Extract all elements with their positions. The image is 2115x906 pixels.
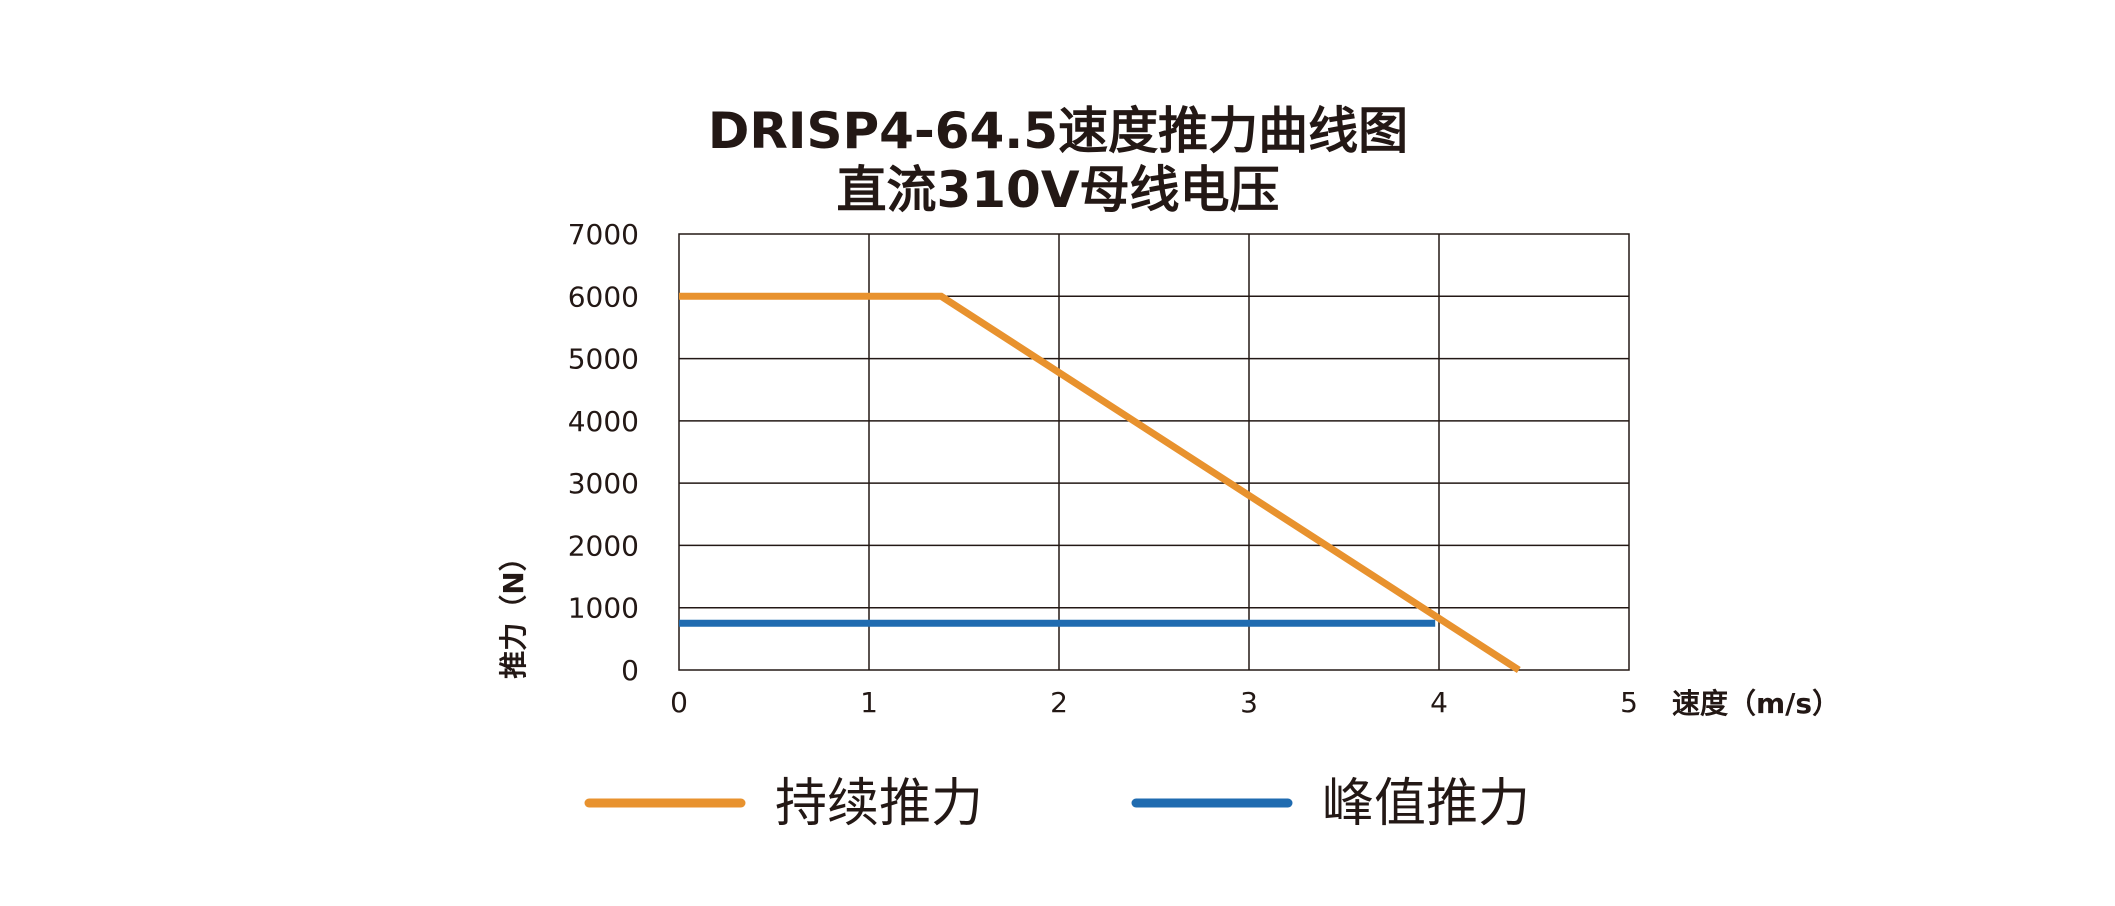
y-tick-label: 1000: [568, 592, 639, 625]
x-axis-title: 速度（m/s）: [1672, 687, 1840, 720]
x-axis-ticks: 0 1 2 3 4 5: [670, 686, 1638, 719]
chart-subtitle: 直流310V母线电压: [836, 161, 1279, 219]
chart-legend: 持续推力 峰值推力: [584, 774, 1530, 834]
x-tick-label: 5: [1620, 686, 1638, 719]
chart-title: DRISP4-64.5速度推力曲线图: [708, 102, 1408, 160]
legend-label-0: 持续推力: [775, 774, 983, 834]
plot-grid: [678, 233, 1630, 671]
legend-label-1: 峰值推力: [1322, 774, 1530, 834]
x-tick-label: 1: [860, 686, 878, 719]
x-tick-label: 2: [1050, 686, 1068, 719]
x-tick-label: 0: [670, 686, 688, 719]
y-tick-label: 6000: [568, 280, 639, 313]
y-axis-title: 推力（N）: [497, 543, 530, 678]
y-tick-label: 4000: [568, 405, 639, 438]
series-lines: [679, 292, 1521, 673]
y-tick-label: 3000: [568, 467, 639, 500]
plot-frame: [678, 233, 1630, 671]
y-tick-label: 0: [621, 654, 639, 687]
y-axis-ticks: 0 1000 2000 3000 4000 5000 6000 7000: [568, 218, 639, 687]
x-tick-label: 3: [1240, 686, 1258, 719]
series-line-0: [679, 292, 1521, 673]
y-tick-label: 5000: [568, 343, 639, 376]
x-tick-label: 4: [1430, 686, 1448, 719]
y-tick-label: 7000: [568, 218, 639, 251]
y-tick-label: 2000: [568, 529, 639, 562]
